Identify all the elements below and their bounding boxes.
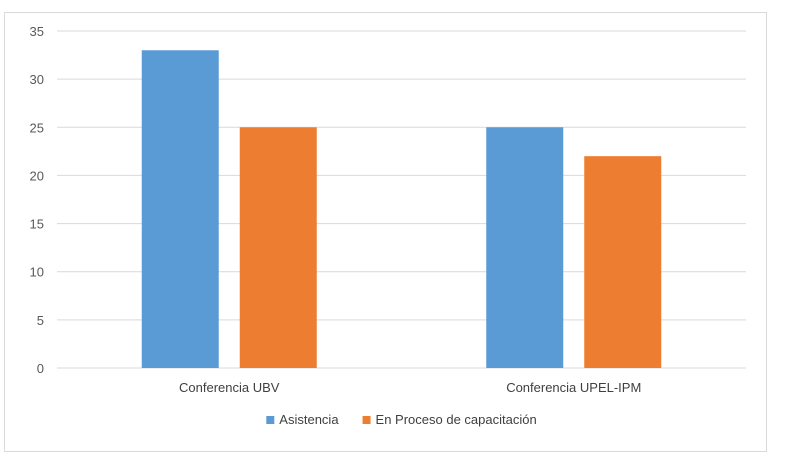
legend-swatch	[266, 416, 275, 424]
bar-asistencia	[141, 50, 219, 368]
legend: Asistencia En Proceso de capacitación	[266, 412, 537, 427]
bars	[141, 50, 662, 369]
y-tick-label: 0	[37, 361, 44, 376]
legend-swatch	[362, 416, 371, 424]
x-category-label: Conferencia UBV	[179, 380, 280, 395]
bar-en-proceso-de-capacitaci-n	[239, 127, 317, 369]
bar-en-proceso-de-capacitaci-n	[584, 156, 662, 368]
legend-label: En Proceso de capacitación	[376, 412, 537, 427]
y-tick-label: 30	[30, 72, 44, 87]
y-tick-label: 15	[30, 217, 44, 232]
y-tick-label: 5	[37, 313, 44, 328]
y-axis-tick-labels: 0 5 10 15 20 25 30 35	[30, 24, 44, 376]
y-tick-label: 20	[30, 168, 44, 183]
legend-label: Asistencia	[279, 412, 339, 427]
x-axis-category-labels: Conferencia UBV Conferencia UPEL-IPM	[179, 380, 641, 395]
y-tick-label: 35	[30, 24, 44, 39]
y-tick-label: 10	[30, 265, 44, 280]
y-tick-label: 25	[30, 120, 44, 135]
x-category-label: Conferencia UPEL-IPM	[506, 380, 641, 395]
bar-asistencia	[486, 127, 564, 369]
